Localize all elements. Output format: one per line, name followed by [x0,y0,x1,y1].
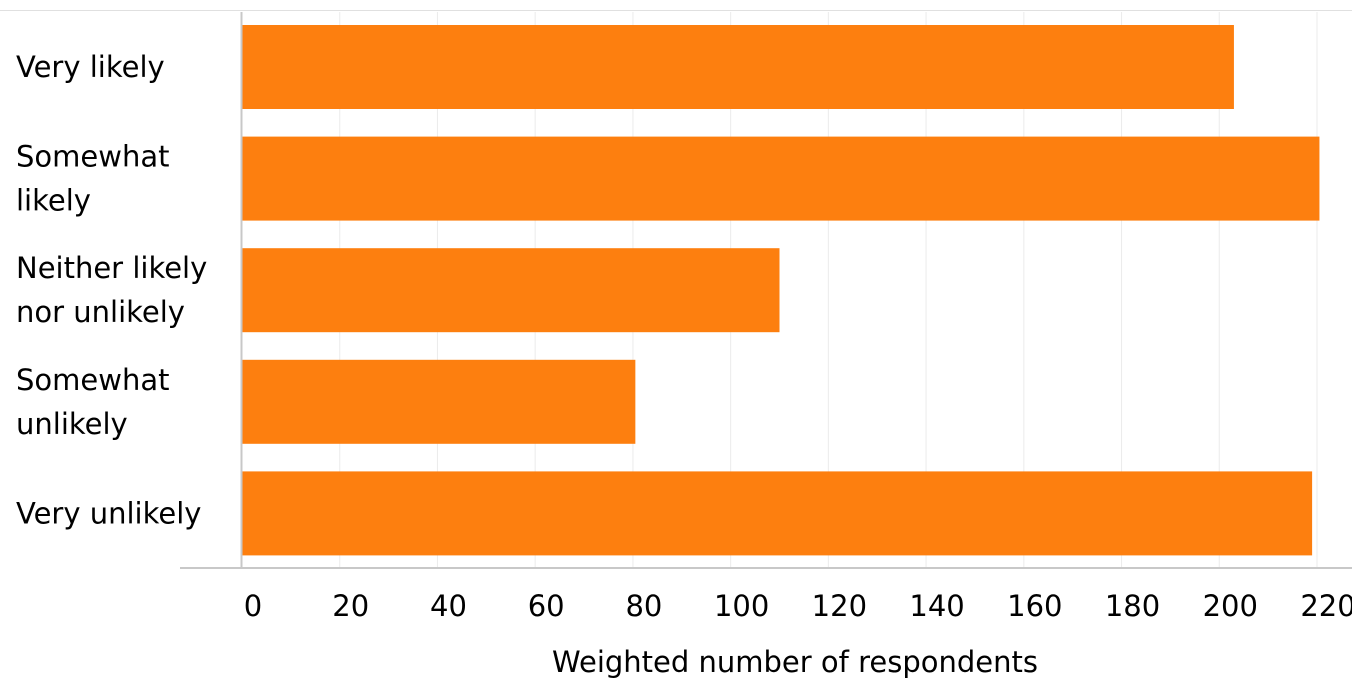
bar-2 [242,248,780,333]
category-label-line: Neither likely [16,251,207,285]
category-label-2: Neither likely nor unlikely [16,251,207,329]
x-tick-label-100: 100 [714,589,769,623]
category-label-line: Somewhat [16,140,169,174]
category-label-line: nor unlikely [16,295,185,329]
x-tick-label-180: 180 [1105,589,1160,623]
x-tick-label-0: 0 [244,589,262,623]
x-axis-title: Weighted number of respondents [552,645,1038,679]
x-tick-label-120: 120 [812,589,867,623]
category-labels: Very likely Somewhat likely Neither likely n… [16,50,207,530]
x-tick-label-140: 140 [909,589,964,623]
x-tick-label-160: 160 [1007,589,1062,623]
x-tick-label-40: 40 [430,589,467,623]
x-tick-label-200: 200 [1203,589,1258,623]
bars [242,25,1320,556]
category-label-line: Very unlikely [16,496,201,530]
x-tick-label-60: 60 [528,589,565,623]
category-label-1: Somewhat likely [16,140,169,218]
x-tick-labels: 0 20 40 60 80 100 120 140 160 180 200 220 [244,589,1352,623]
x-tick-label-80: 80 [625,589,662,623]
category-label-4: Very unlikely [16,496,201,530]
category-label-line: Somewhat [16,363,169,397]
category-label-line: Very likely [16,50,165,84]
category-label-line: likely [16,184,91,218]
bar-1 [242,136,1320,221]
bar-3 [242,359,636,444]
category-label-0: Very likely [16,50,165,84]
category-label-line: unlikely [16,407,128,441]
x-tick-label-220: 220 [1300,589,1352,623]
category-label-3: Somewhat unlikely [16,363,169,441]
bar-4 [242,471,1313,556]
bar-0 [242,25,1234,109]
x-tick-label-20: 20 [332,589,369,623]
